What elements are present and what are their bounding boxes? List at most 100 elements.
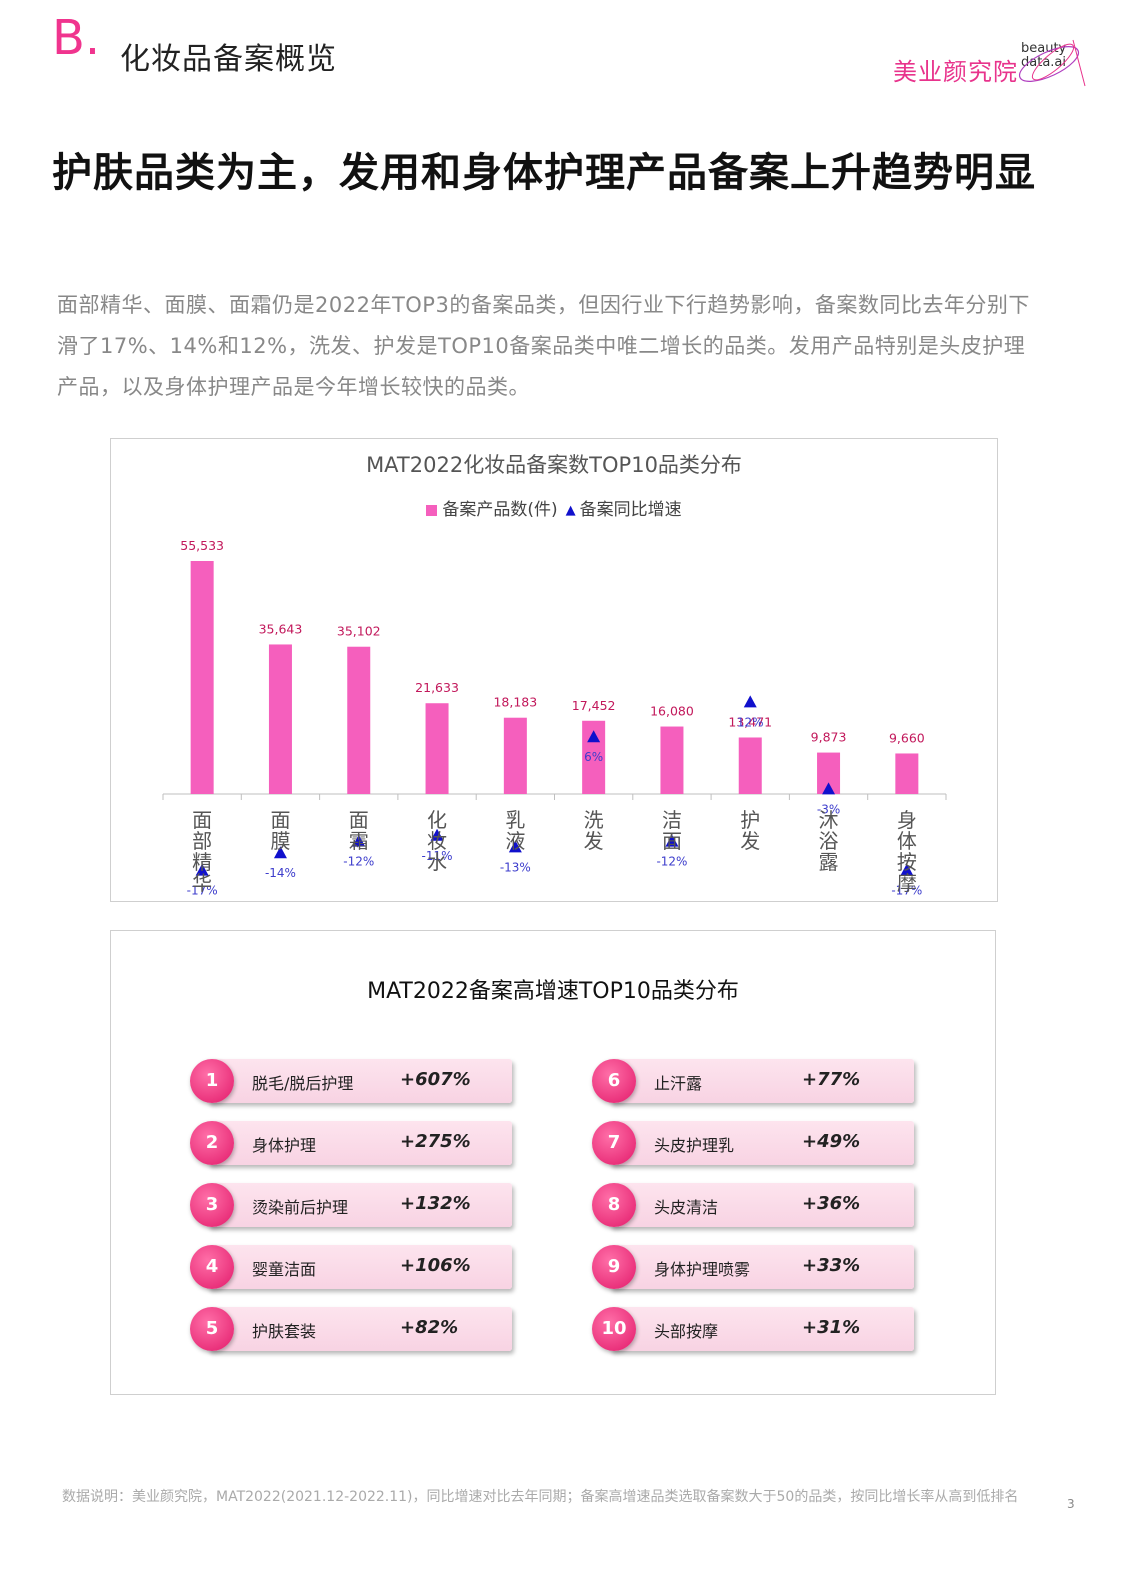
ranking-bar: [610, 1183, 914, 1227]
growth-rate: +49%: [802, 1131, 861, 1152]
logo-swirl-icon: [1018, 39, 1086, 87]
bar: [425, 703, 449, 794]
ranking-bar: [208, 1183, 512, 1227]
bar-value-label: 9,873: [811, 730, 847, 745]
category-name: 护肤套装: [252, 1322, 317, 1341]
ranking-item: 8 头皮清洁 +36%: [592, 1181, 914, 1229]
growth-value-label: -12%: [343, 855, 374, 869]
growth-rate: +82%: [400, 1317, 459, 1338]
ranking-bar: [610, 1059, 914, 1103]
rank-badge: 6: [592, 1059, 636, 1103]
ranking-bar: [208, 1059, 512, 1103]
bar-chart: 55,533-17%面部精华35,643-14%面膜35,102-12%面霜21…: [162, 538, 947, 898]
bar: [582, 720, 606, 794]
logo-text-cn: 美业颜究院: [893, 58, 1018, 86]
growth-rate: +36%: [802, 1193, 861, 1214]
category-name: 脱毛/脱后护理: [252, 1074, 354, 1093]
ranking-item: 7 头皮护理乳 +49%: [592, 1119, 914, 1167]
bar: [190, 561, 214, 794]
chart-panel-top10-filings: MAT2022化妆品备案数TOP10品类分布 备案产品数(件) ▲ 备案同比增速 5…: [110, 438, 998, 902]
growth-rate: +77%: [802, 1069, 861, 1090]
bar-value-label: 17,452: [572, 698, 616, 713]
category-label: 面部精华: [192, 808, 212, 895]
brand-logo: 美业颜究院 beauty data.ai: [893, 36, 1103, 92]
category-name: 头皮清洁: [654, 1198, 719, 1217]
ranking-title: MAT2022备案高增速TOP10品类分布: [367, 979, 739, 1004]
category-name: 烫染前后护理: [252, 1198, 349, 1217]
category-label: 洁面: [662, 808, 682, 853]
chart-legend: 备案产品数(件) ▲ 备案同比增速: [111, 495, 997, 520]
section-title: 化妆品备案概览: [120, 42, 337, 77]
growth-marker: [508, 840, 522, 853]
rank-badge: 8: [592, 1183, 636, 1227]
ranking-bar: [610, 1307, 914, 1351]
growth-marker: [665, 834, 679, 847]
growth-value-label: -3%: [817, 802, 840, 816]
ranking-item: 9 身体护理喷雾 +33%: [592, 1243, 914, 1291]
intro-paragraph: 面部精华、面膜、面霜仍是2022年TOP3的备案品类，但因行业下行趋势影响，备案…: [57, 293, 1030, 399]
growth-marker: [822, 782, 836, 795]
growth-value-label: 12%: [737, 715, 764, 729]
rank-badge: 4: [190, 1245, 234, 1289]
category-name: 止汗露: [654, 1074, 703, 1093]
category-label: 洗发: [584, 808, 604, 853]
category-name: 头部按摩: [654, 1322, 719, 1341]
growth-value-label: -13%: [500, 860, 531, 874]
logo-en-line2: data.ai: [1021, 55, 1066, 70]
category-label: 身体按摩: [897, 808, 917, 895]
rank-badge: 10: [592, 1307, 636, 1351]
rank-badge: 7: [592, 1121, 636, 1165]
growth-value-label: 6%: [584, 750, 603, 764]
bar-value-label: 21,633: [415, 680, 459, 695]
growth-marker: [352, 834, 366, 847]
category-label: 面膜: [270, 808, 290, 853]
rank-badge: 9: [592, 1245, 636, 1289]
bar-value-label: 35,643: [259, 621, 303, 636]
section-letter: B.: [52, 10, 101, 66]
legend-marker-label: 备案同比增速: [579, 500, 682, 520]
bar: [738, 737, 762, 794]
footnote: 数据说明：美业颜究院，MAT2022(2021.12-2022.11)，同比增速…: [62, 1489, 1019, 1505]
category-label: 面霜: [349, 808, 369, 853]
ranking-bar: [208, 1121, 512, 1165]
legend-bar-label: 备案产品数(件): [442, 500, 558, 520]
ranking-item: 3 烫染前后护理 +132%: [190, 1181, 512, 1229]
category-name: 身体护理: [252, 1136, 317, 1155]
growth-rate: +132%: [400, 1193, 471, 1214]
bar: [817, 752, 841, 794]
growth-rate: +33%: [802, 1255, 861, 1276]
bar: [895, 753, 919, 794]
category-label: 乳液: [505, 808, 525, 853]
chart-title: MAT2022化妆品备案数TOP10品类分布: [366, 453, 742, 477]
growth-rate: +31%: [802, 1317, 861, 1338]
ranking-panel-high-growth: MAT2022备案高增速TOP10品类分布 1 脱毛/脱后护理 +607% 2 身体护理…: [110, 930, 996, 1395]
category-label: 沐浴露: [819, 808, 839, 874]
bar: [268, 644, 292, 794]
page-number: 3: [1067, 1497, 1075, 1511]
growth-rate: +106%: [400, 1255, 471, 1276]
growth-marker: [195, 863, 209, 876]
growth-marker: [273, 846, 287, 859]
bar: [503, 717, 527, 794]
ranking-item: 2 身体护理 +275%: [190, 1119, 512, 1167]
rank-badge: 1: [190, 1059, 234, 1103]
legend-triangle-icon: ▲: [565, 502, 576, 518]
bar: [660, 726, 684, 794]
ranking-item: 1 脱毛/脱后护理 +607%: [190, 1057, 512, 1105]
rank-badge: 5: [190, 1307, 234, 1351]
growth-value-label: -17%: [891, 884, 922, 898]
category-name: 身体护理喷雾: [654, 1260, 751, 1279]
growth-rate: +275%: [400, 1131, 471, 1152]
rank-badge: 2: [190, 1121, 234, 1165]
category-name: 婴童洁面: [252, 1260, 317, 1279]
growth-value-label: -12%: [656, 855, 687, 869]
category-label: 化妆水: [427, 808, 447, 874]
ranking-item: 5 护肤套装 +82%: [190, 1305, 512, 1353]
bar-value-label: 55,533: [180, 538, 224, 553]
bar-value-label: 9,660: [889, 730, 925, 745]
headline: 护肤品类为主，发用和身体护理产品备案上升趋势明显: [52, 150, 1036, 196]
bar-value-label: 13,471: [728, 714, 772, 729]
bar-value-label: 35,102: [337, 624, 381, 639]
logo-text-en: beauty data.ai: [1021, 42, 1066, 70]
category-label: 护发: [740, 808, 760, 853]
